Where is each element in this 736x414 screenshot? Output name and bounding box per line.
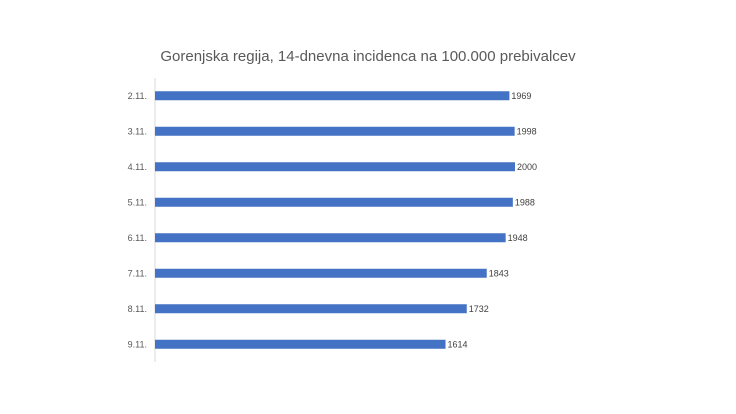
y-tick-label: 3.11. [128, 126, 147, 136]
bar [155, 304, 467, 314]
data-label: 1998 [517, 126, 537, 136]
y-tick-label: 9.11. [128, 339, 147, 349]
data-label: 1988 [515, 197, 535, 207]
y-tick-label: 7.11. [128, 268, 147, 278]
data-label: 1969 [511, 91, 531, 101]
bar [155, 126, 515, 136]
y-tick-label: 8.11. [128, 304, 147, 314]
y-tick-label: 2.11. [128, 91, 147, 101]
bar [155, 339, 446, 349]
data-label: 1732 [469, 304, 489, 314]
bar [155, 91, 510, 101]
bar [155, 197, 513, 207]
data-label: 2000 [517, 162, 537, 172]
bar [155, 162, 515, 172]
data-label: 1948 [508, 233, 528, 243]
bar [155, 268, 487, 278]
y-tick-label: 6.11. [128, 233, 147, 243]
chart-title: Gorenjska regija, 14-dnevna incidenca na… [160, 48, 576, 65]
bar [155, 233, 506, 243]
data-label: 1843 [489, 268, 509, 278]
data-label: 1614 [448, 339, 468, 349]
y-tick-label: 5.11. [128, 197, 147, 207]
y-tick-label: 4.11. [128, 162, 147, 172]
